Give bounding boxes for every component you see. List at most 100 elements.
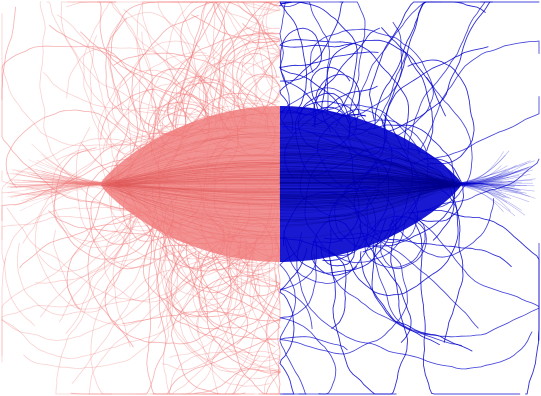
strand: [279, 153, 455, 186]
strand: [112, 176, 281, 184]
strand: [66, 1, 226, 140]
strand: [279, 1, 291, 120]
strand: [418, 40, 540, 155]
strand: [197, 250, 276, 348]
strand: [141, 23, 281, 155]
strand: [279, 51, 379, 124]
strand: [359, 251, 440, 346]
strand: [279, 162, 454, 185]
strand: [108, 189, 281, 202]
strand: [1, 215, 137, 241]
strand: [279, 184, 454, 207]
strand: [163, 231, 244, 395]
strand: [1, 6, 135, 210]
strand: [114, 185, 281, 188]
strand: [106, 135, 281, 184]
strand: [118, 168, 281, 183]
strand: [296, 232, 533, 370]
strand: [279, 183, 447, 205]
strand: [279, 187, 443, 190]
strand: [381, 27, 434, 151]
strand: [372, 242, 540, 338]
strand: [101, 179, 281, 201]
strand: [250, 1, 281, 129]
strand: [85, 164, 153, 270]
strand: [151, 1, 224, 156]
strand: [279, 180, 452, 183]
strand: [107, 11, 197, 128]
strand: [279, 245, 408, 355]
strand: [156, 218, 254, 356]
strand: [279, 158, 455, 183]
strand: [184, 1, 241, 130]
strand: [171, 251, 281, 395]
strand: [321, 39, 446, 133]
strand: [280, 1, 330, 117]
strand: [279, 184, 460, 203]
strand: [279, 174, 461, 187]
strand: [279, 181, 450, 190]
strand: [172, 238, 247, 289]
strand: [381, 27, 434, 151]
strand: [279, 174, 460, 187]
strand: [198, 259, 278, 329]
strand: [279, 182, 447, 227]
strand: [258, 237, 281, 395]
strand: [107, 178, 281, 187]
strand: [414, 221, 521, 395]
strand: [381, 27, 434, 151]
strand: [279, 143, 460, 185]
strand: [279, 147, 457, 187]
strand: [279, 183, 452, 221]
strand: [175, 43, 277, 128]
strand: [279, 185, 459, 200]
strand: [1, 138, 159, 264]
right-lens-core: [279, 106, 463, 262]
strand: [413, 215, 540, 341]
strand: [216, 261, 282, 395]
strand: [111, 68, 185, 141]
strand: [279, 174, 453, 185]
strand: [279, 238, 318, 330]
strand: [242, 21, 281, 128]
strand: [279, 185, 446, 199]
strand: [279, 183, 447, 196]
strand: [106, 166, 281, 186]
strand: [112, 185, 281, 239]
strand: [413, 215, 540, 341]
strand: [89, 35, 132, 156]
strand: [103, 160, 281, 186]
strand: [279, 135, 454, 184]
strand: [279, 183, 458, 187]
strand: [245, 1, 281, 104]
strand: [279, 182, 455, 185]
strand: [202, 27, 281, 120]
strand: [1, 134, 187, 196]
strand: [279, 184, 451, 194]
strand: [372, 242, 540, 338]
strand: [386, 238, 512, 267]
strand: [113, 159, 281, 185]
strand: [279, 239, 307, 395]
strand: [169, 244, 243, 358]
strand: [279, 153, 457, 183]
strand: [279, 177, 449, 188]
strand: [116, 175, 281, 182]
strand: [355, 1, 442, 123]
strand: [103, 206, 204, 302]
strand: [279, 186, 453, 199]
strand: [279, 172, 443, 186]
strand: [109, 1, 225, 119]
strand: [279, 186, 455, 204]
strand: [279, 182, 447, 184]
strand: [156, 218, 254, 356]
strand: [184, 1, 241, 130]
strand: [118, 146, 281, 188]
strand: [97, 1, 278, 128]
strand: [166, 78, 246, 138]
strand: [49, 24, 213, 124]
strand: [152, 241, 281, 395]
strand: [119, 183, 281, 210]
strand: [387, 1, 493, 132]
strand: [114, 159, 281, 186]
